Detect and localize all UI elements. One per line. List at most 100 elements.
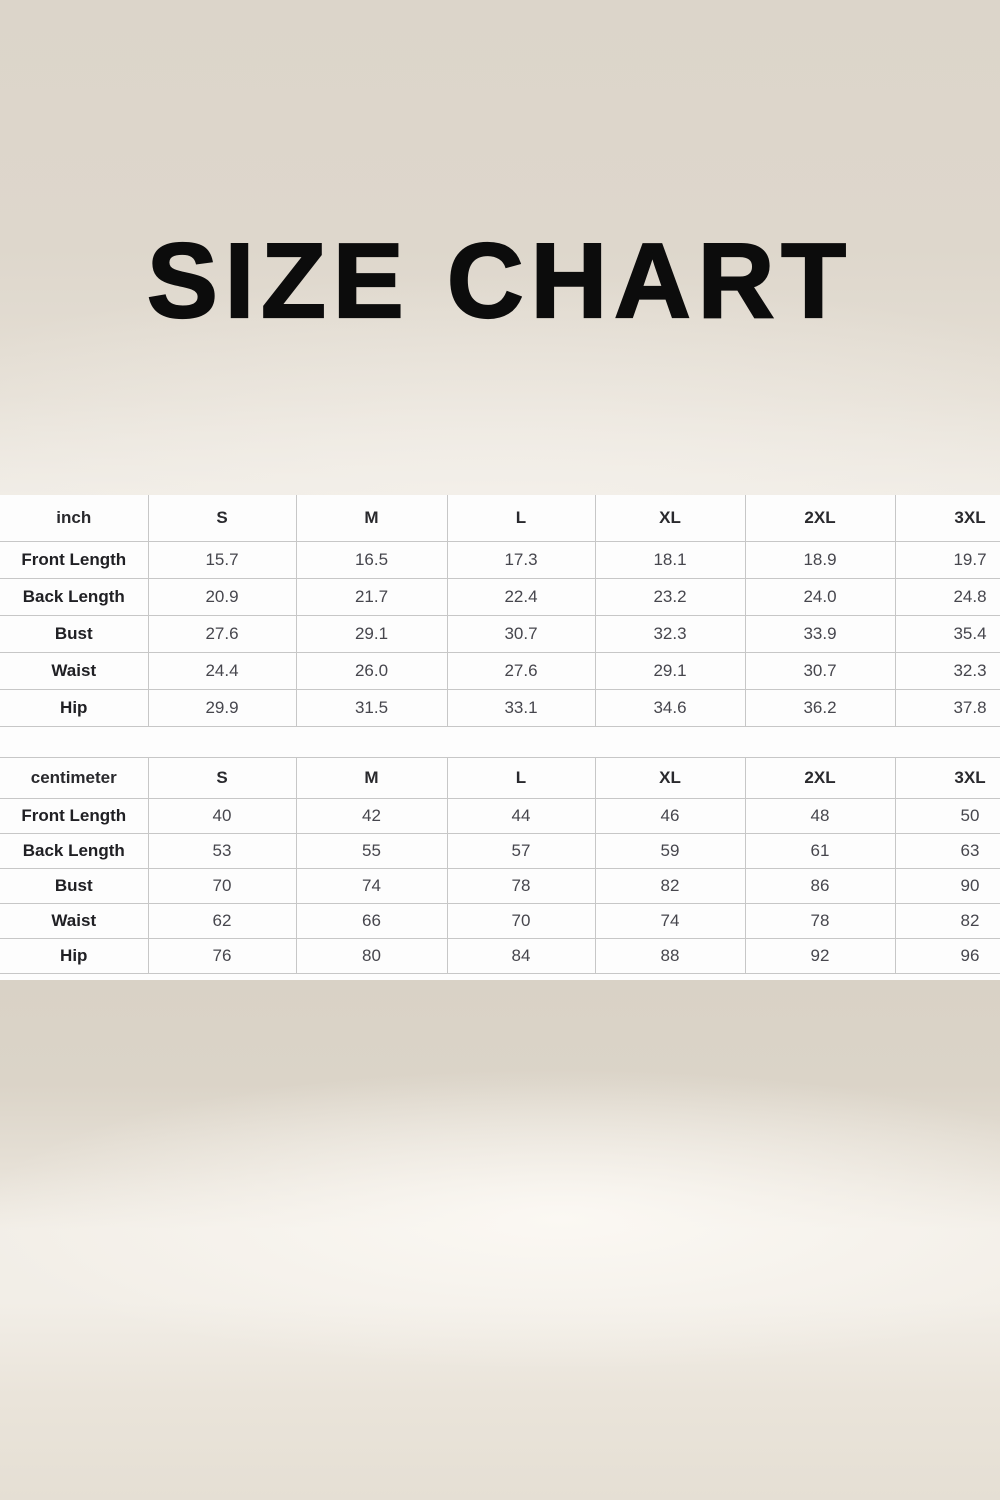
value-cell: 17.3 xyxy=(446,541,596,579)
size-table-centimeter: centimeter S M L XL 2XL 3XL Front Length 40 42 44… xyxy=(0,757,1000,974)
tables-band: inch S M L XL 2XL 3XL Front Length 15.7 16.5 17.3… xyxy=(0,495,1000,980)
row-label-cell: Hip xyxy=(0,689,149,727)
size-table-inch: inch S M L XL 2XL 3XL Front Length 15.7 16.5 17.3… xyxy=(0,495,1000,727)
value-cell: 90 xyxy=(894,868,1000,904)
measurement-row: Hip 76 80 84 88 92 96 xyxy=(0,938,1000,974)
value-cell: 33.1 xyxy=(446,689,596,727)
value-cell: 37.8 xyxy=(894,689,1000,727)
value-cell: 24.0 xyxy=(744,578,896,616)
value-cell: 16.5 xyxy=(295,541,448,579)
value-cell: 35.4 xyxy=(894,615,1000,653)
size-header-cell: 3XL xyxy=(894,757,1000,799)
value-cell: 80 xyxy=(295,938,448,974)
value-cell: 74 xyxy=(594,903,746,939)
value-cell: 53 xyxy=(147,833,297,869)
row-label-cell: Bust xyxy=(0,868,149,904)
size-header-cell: XL xyxy=(594,495,746,542)
value-cell: 78 xyxy=(744,903,896,939)
measurement-row: Waist 62 66 70 74 78 82 xyxy=(0,903,1000,939)
row-label-cell: Bust xyxy=(0,615,149,653)
measurement-row: Back Length 20.9 21.7 22.4 23.2 24.0 24.8 xyxy=(0,578,1000,616)
value-cell: 44 xyxy=(446,798,596,834)
value-cell: 23.2 xyxy=(594,578,746,616)
value-cell: 30.7 xyxy=(744,652,896,690)
header-row: centimeter S M L XL 2XL 3XL xyxy=(0,757,1000,799)
row-label-cell: Back Length xyxy=(0,833,149,869)
value-cell: 27.6 xyxy=(147,615,297,653)
value-cell: 82 xyxy=(594,868,746,904)
value-cell: 46 xyxy=(594,798,746,834)
value-cell: 96 xyxy=(894,938,1000,974)
measurement-row: Waist 24.4 26.0 27.6 29.1 30.7 32.3 xyxy=(0,652,1000,690)
value-cell: 63 xyxy=(894,833,1000,869)
value-cell: 50 xyxy=(894,798,1000,834)
value-cell: 92 xyxy=(744,938,896,974)
row-label-cell: Waist xyxy=(0,903,149,939)
value-cell: 21.7 xyxy=(295,578,448,616)
size-table-centimeter-body: Front Length 40 42 44 46 48 50 Back Length 53 55 5… xyxy=(0,798,1000,974)
backdrop-top: SIZE CHART xyxy=(0,0,1000,495)
size-header-cell: 3XL xyxy=(894,495,1000,542)
value-cell: 40 xyxy=(147,798,297,834)
value-cell: 84 xyxy=(446,938,596,974)
value-cell: 74 xyxy=(295,868,448,904)
value-cell: 18.1 xyxy=(594,541,746,579)
value-cell: 24.8 xyxy=(894,578,1000,616)
measurement-row: Bust 27.6 29.1 30.7 32.3 33.9 35.4 xyxy=(0,615,1000,653)
row-label-cell: Hip xyxy=(0,938,149,974)
value-cell: 26.0 xyxy=(295,652,448,690)
value-cell: 32.3 xyxy=(894,652,1000,690)
measurement-row: Back Length 53 55 57 59 61 63 xyxy=(0,833,1000,869)
measurement-row: Bust 70 74 78 82 86 90 xyxy=(0,868,1000,904)
value-cell: 66 xyxy=(295,903,448,939)
value-cell: 29.1 xyxy=(295,615,448,653)
value-cell: 62 xyxy=(147,903,297,939)
value-cell: 33.9 xyxy=(744,615,896,653)
size-header-cell: XL xyxy=(594,757,746,799)
size-table-centimeter-header: centimeter S M L XL 2XL 3XL xyxy=(0,757,1000,799)
value-cell: 82 xyxy=(894,903,1000,939)
value-cell: 55 xyxy=(295,833,448,869)
value-cell: 20.9 xyxy=(147,578,297,616)
size-header-cell: 2XL xyxy=(744,757,896,799)
measurement-row: Hip 29.9 31.5 33.1 34.6 36.2 37.8 xyxy=(0,689,1000,727)
unit-header-cell: inch xyxy=(0,495,149,542)
value-cell: 31.5 xyxy=(295,689,448,727)
size-header-cell: S xyxy=(147,495,297,542)
value-cell: 19.7 xyxy=(894,541,1000,579)
value-cell: 57 xyxy=(446,833,596,869)
value-cell: 27.6 xyxy=(446,652,596,690)
page-title: SIZE CHART xyxy=(146,222,853,340)
value-cell: 42 xyxy=(295,798,448,834)
value-cell: 24.4 xyxy=(147,652,297,690)
value-cell: 18.9 xyxy=(744,541,896,579)
value-cell: 76 xyxy=(147,938,297,974)
header-row: inch S M L XL 2XL 3XL xyxy=(0,495,1000,542)
value-cell: 78 xyxy=(446,868,596,904)
value-cell: 70 xyxy=(446,903,596,939)
backdrop-bottom xyxy=(0,980,1000,1500)
size-header-cell: L xyxy=(446,757,596,799)
value-cell: 29.9 xyxy=(147,689,297,727)
value-cell: 15.7 xyxy=(147,541,297,579)
size-header-cell: M xyxy=(295,757,448,799)
size-header-cell: 2XL xyxy=(744,495,896,542)
value-cell: 86 xyxy=(744,868,896,904)
value-cell: 32.3 xyxy=(594,615,746,653)
value-cell: 30.7 xyxy=(446,615,596,653)
size-header-cell: M xyxy=(295,495,448,542)
row-label-cell: Waist xyxy=(0,652,149,690)
size-header-cell: S xyxy=(147,757,297,799)
size-table-inch-body: Front Length 15.7 16.5 17.3 18.1 18.9 19.7 Back… xyxy=(0,541,1000,727)
row-label-cell: Front Length xyxy=(0,541,149,579)
row-label-cell: Front Length xyxy=(0,798,149,834)
value-cell: 29.1 xyxy=(594,652,746,690)
measurement-row: Front Length 15.7 16.5 17.3 18.1 18.9 19.7 xyxy=(0,541,1000,579)
row-label-cell: Back Length xyxy=(0,578,149,616)
value-cell: 36.2 xyxy=(744,689,896,727)
unit-header-cell: centimeter xyxy=(0,757,149,799)
measurement-row: Front Length 40 42 44 46 48 50 xyxy=(0,798,1000,834)
value-cell: 48 xyxy=(744,798,896,834)
size-header-cell: L xyxy=(446,495,596,542)
